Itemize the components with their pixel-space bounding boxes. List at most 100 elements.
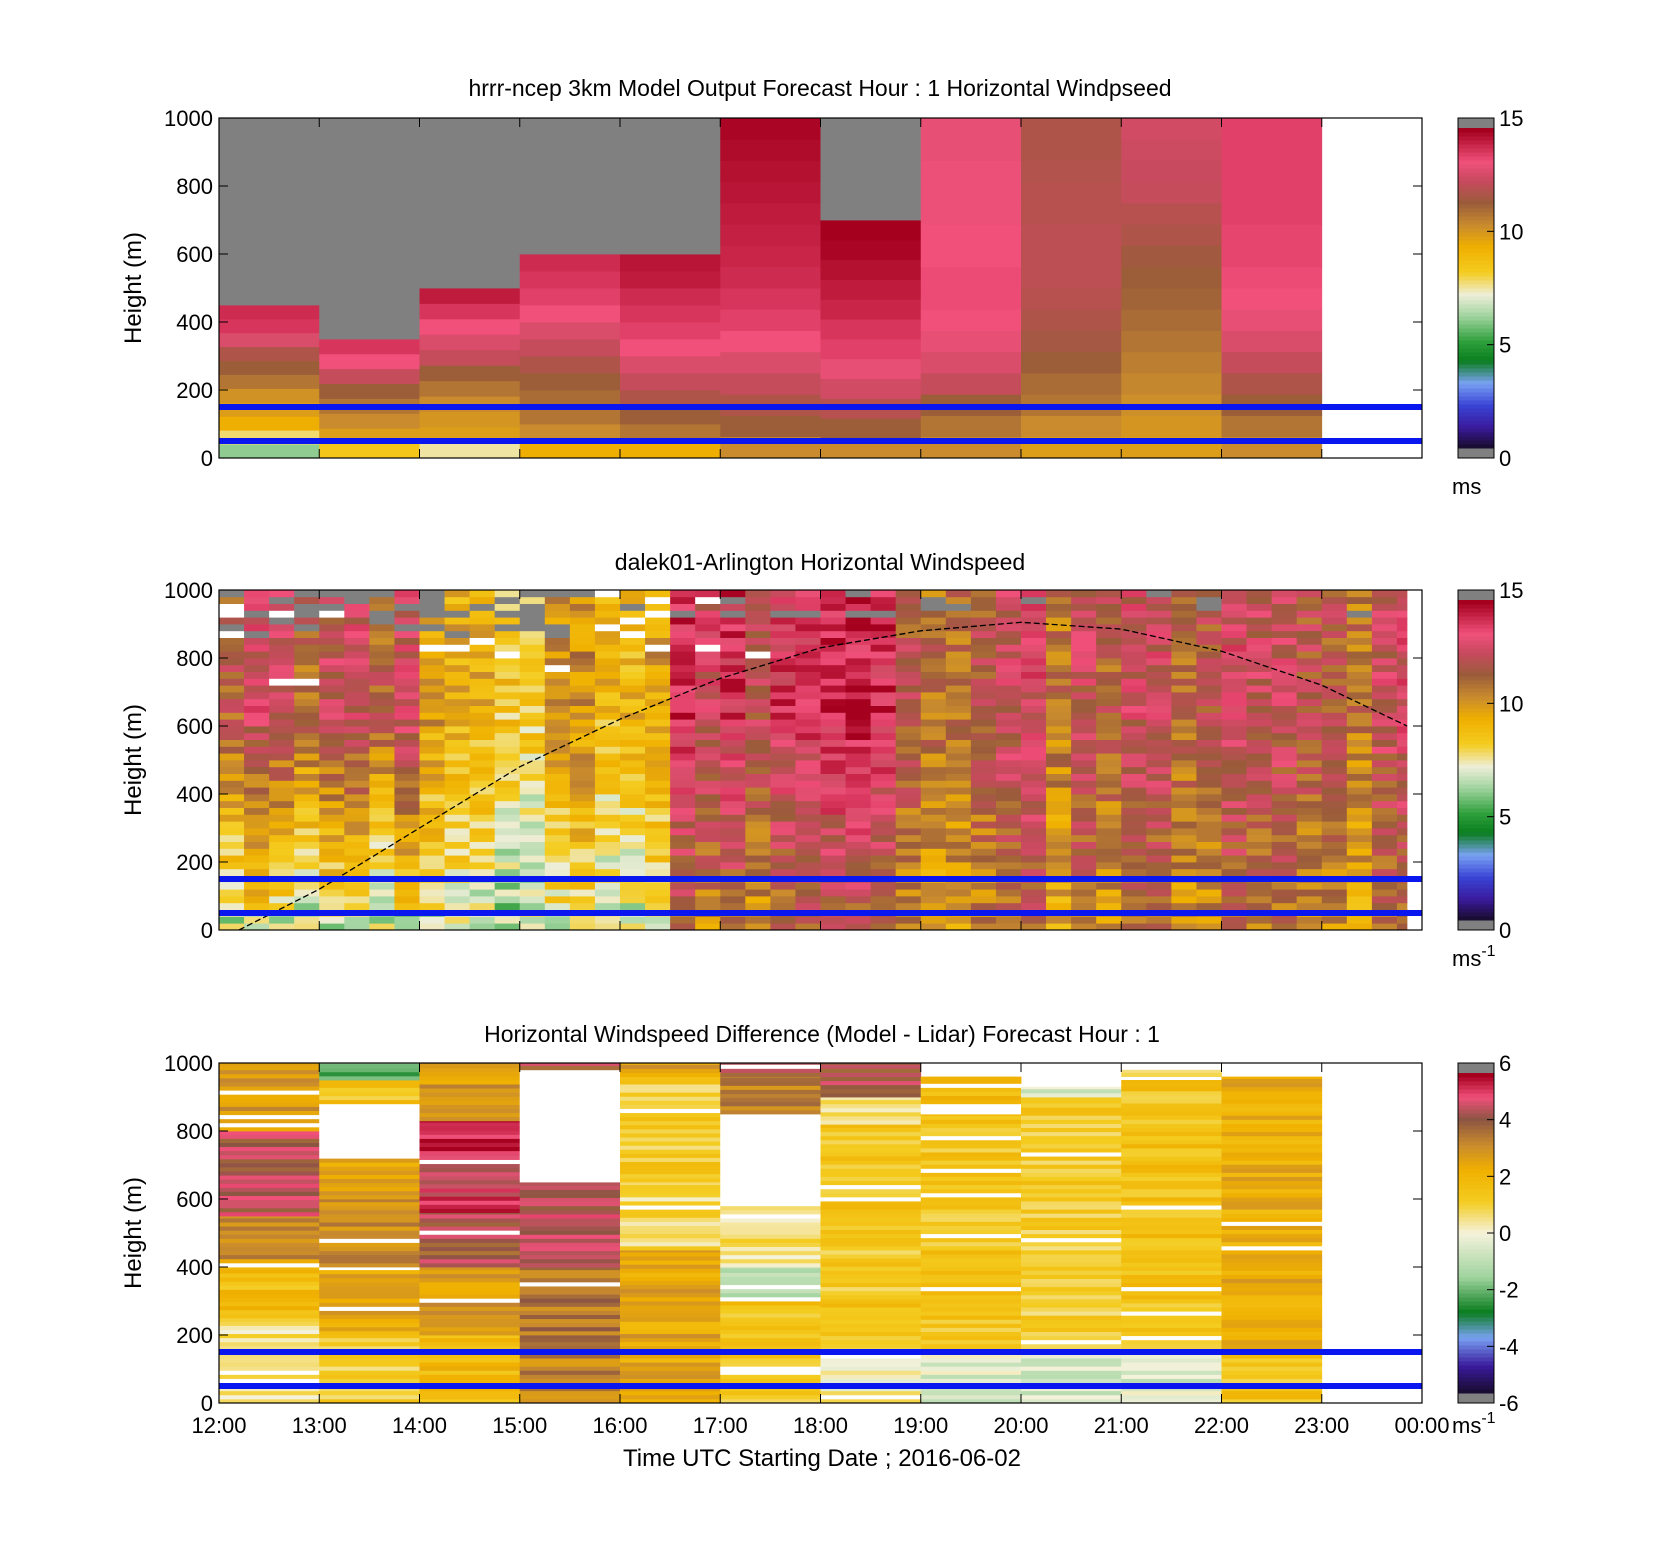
lidar-cell bbox=[344, 698, 370, 706]
lidar-cell bbox=[419, 712, 445, 720]
lidar-cell bbox=[920, 590, 947, 598]
colorbar-swatch bbox=[1458, 684, 1494, 689]
lidar-cell bbox=[544, 916, 571, 924]
lidar-cell bbox=[670, 739, 696, 747]
difference-cell bbox=[1221, 1148, 1323, 1153]
lidar-cell bbox=[945, 658, 972, 666]
lidar-cell bbox=[394, 705, 420, 713]
lidar-cell bbox=[544, 610, 571, 618]
difference-cell bbox=[419, 1175, 521, 1181]
difference-cell bbox=[820, 1099, 922, 1105]
lidar-cell bbox=[920, 610, 947, 618]
difference-cell bbox=[419, 1330, 521, 1336]
difference-cell bbox=[820, 1250, 922, 1255]
difference-cell bbox=[620, 1378, 721, 1383]
lidar-cell bbox=[269, 800, 295, 808]
lidar-cell bbox=[1046, 889, 1072, 897]
difference-cell bbox=[1121, 1331, 1222, 1337]
x-tick-label: 20:00 bbox=[993, 1413, 1048, 1438]
difference-cell bbox=[419, 1134, 521, 1139]
lidar-cell bbox=[995, 692, 1022, 700]
lidar-cell bbox=[1096, 773, 1122, 781]
lidar-cell bbox=[444, 644, 471, 652]
lidar-cell bbox=[845, 610, 872, 618]
model-cell bbox=[1221, 224, 1323, 246]
difference-cell bbox=[820, 1307, 922, 1312]
lidar-cell bbox=[569, 610, 596, 618]
lidar-cell bbox=[1171, 753, 1197, 761]
lidar-cell bbox=[1121, 671, 1147, 679]
difference-cell bbox=[319, 1326, 420, 1332]
lidar-cell bbox=[770, 889, 796, 897]
lidar-cell bbox=[1321, 596, 1348, 604]
lidar-cell bbox=[569, 712, 596, 720]
boundary-layer-curve bbox=[238, 621, 1408, 930]
lidar-cell bbox=[745, 807, 771, 815]
lidar-cell bbox=[1246, 692, 1273, 700]
difference-cell bbox=[1221, 1237, 1323, 1243]
model-cell bbox=[620, 271, 721, 289]
lidar-cell bbox=[344, 780, 370, 788]
difference-cell bbox=[519, 1358, 621, 1363]
lidar-cell bbox=[269, 889, 295, 897]
lidar-cell bbox=[594, 678, 621, 686]
lidar-cell bbox=[1221, 719, 1247, 727]
lidar-cell bbox=[219, 637, 245, 645]
lidar-cell bbox=[369, 821, 395, 829]
difference-cell bbox=[1121, 1164, 1222, 1169]
lidar-cell bbox=[895, 739, 922, 747]
lidar-cell bbox=[469, 773, 496, 781]
difference-cell bbox=[1021, 1143, 1122, 1149]
difference-cell bbox=[620, 1317, 721, 1322]
lidar-cell bbox=[1071, 726, 1097, 734]
lidar-cell bbox=[1346, 726, 1373, 734]
lidar-cell bbox=[444, 637, 471, 645]
lidar-cell bbox=[1096, 746, 1122, 754]
lidar-cell bbox=[770, 902, 796, 910]
difference-cell bbox=[419, 1188, 521, 1193]
lidar-cell bbox=[720, 787, 746, 795]
lidar-cell bbox=[870, 671, 897, 679]
difference-cell bbox=[219, 1175, 320, 1180]
lidar-cell bbox=[1121, 916, 1147, 924]
lidar-cell bbox=[469, 916, 496, 924]
lidar-cell bbox=[1021, 596, 1047, 604]
colorbar-swatch bbox=[1458, 1117, 1494, 1122]
lidar-cell bbox=[795, 739, 821, 747]
difference-cell bbox=[1121, 1278, 1222, 1284]
colorbar-swatch bbox=[1458, 820, 1494, 825]
lidar-cell bbox=[1321, 923, 1348, 930]
colorbar-swatch bbox=[1458, 848, 1494, 853]
lidar-cell bbox=[1021, 664, 1047, 672]
lidar-cell bbox=[820, 596, 846, 604]
lidar-cell bbox=[319, 916, 345, 924]
lidar-cell bbox=[695, 610, 721, 618]
difference-cell bbox=[319, 1201, 420, 1207]
lidar-cell bbox=[419, 671, 445, 679]
lidar-cell bbox=[1146, 773, 1172, 781]
lidar-cell bbox=[745, 678, 771, 686]
lidar-cell bbox=[344, 800, 370, 808]
colorbar-under-cell bbox=[1458, 920, 1494, 930]
lidar-cell bbox=[1271, 896, 1298, 904]
colorbar-swatch bbox=[1458, 1305, 1494, 1310]
lidar-cell bbox=[845, 671, 872, 679]
difference-cell bbox=[1121, 1143, 1222, 1149]
lidar-cell bbox=[720, 766, 746, 774]
lidar-cell bbox=[294, 624, 320, 632]
lidar-cell bbox=[1071, 637, 1097, 645]
lidar-cell bbox=[720, 855, 746, 863]
lidar-cell bbox=[895, 726, 922, 734]
lidar-cell bbox=[1346, 787, 1373, 795]
model-cell bbox=[920, 351, 1022, 374]
lidar-cell bbox=[1021, 780, 1047, 788]
lidar-cell bbox=[670, 603, 696, 611]
difference-cell bbox=[219, 1341, 320, 1347]
difference-cell bbox=[219, 1216, 320, 1219]
difference-cell bbox=[820, 1358, 922, 1363]
lidar-cell bbox=[444, 630, 471, 638]
difference-cell bbox=[720, 1258, 821, 1264]
lidar-cell bbox=[1196, 698, 1222, 706]
lidar-cell bbox=[594, 637, 621, 645]
